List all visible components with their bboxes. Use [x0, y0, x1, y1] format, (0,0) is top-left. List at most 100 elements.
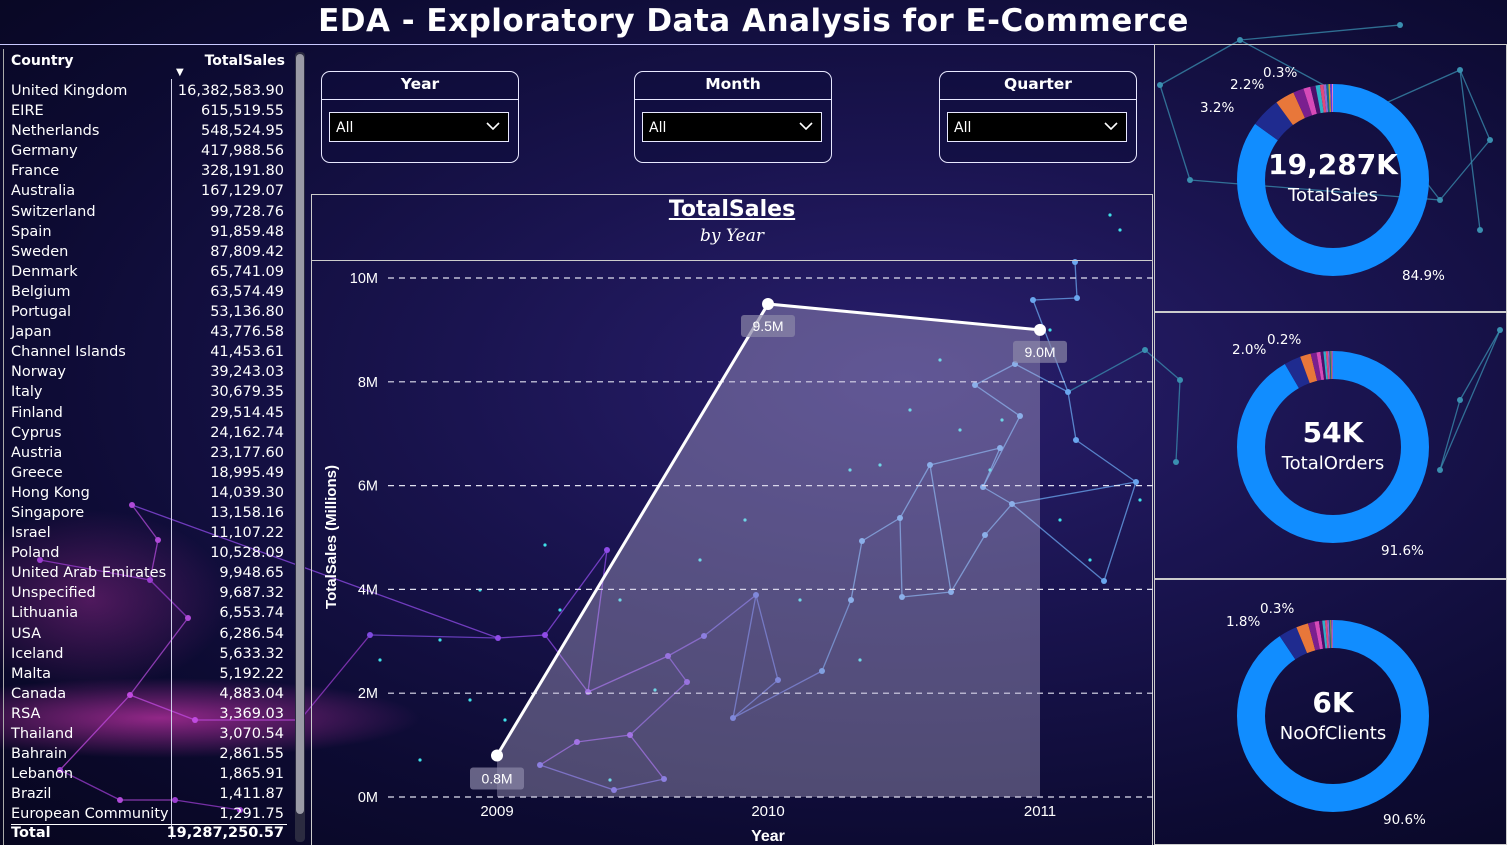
network-node	[1177, 377, 1183, 383]
sales-cell: 11,107.22	[210, 525, 284, 542]
table-row[interactable]: France 328,191.80	[11, 161, 287, 181]
table-row[interactable]: Italy 30,679.35	[11, 382, 287, 402]
table-row[interactable]: EIRE 615,519.55	[11, 101, 287, 121]
country-cell: Germany	[11, 143, 78, 160]
table-row[interactable]: Denmark 65,741.09	[11, 262, 287, 282]
table-scrollbar[interactable]	[295, 52, 305, 842]
noofclients-pct-1: 1.8%	[1226, 614, 1261, 630]
year-dropdown-value: All	[336, 120, 354, 136]
table-row[interactable]: European Community 1,291.75	[11, 804, 287, 824]
sales-cell: 63,574.49	[210, 283, 284, 300]
network-dot	[1108, 213, 1112, 217]
country-cell: Spain	[11, 223, 52, 240]
network-line	[539, 764, 615, 791]
slicer-month-label: Month	[635, 72, 831, 100]
table-row[interactable]: Hong Kong 14,039.30	[11, 483, 287, 503]
sales-cell: 13,158.16	[210, 504, 284, 521]
sales-cell: 9,948.65	[219, 565, 284, 582]
table-border	[3, 49, 4, 845]
network-dot	[1058, 518, 1062, 522]
month-dropdown[interactable]: All	[642, 112, 822, 142]
slicer-month: Month All	[634, 71, 832, 163]
network-line	[174, 799, 241, 811]
network-line	[1074, 261, 1078, 299]
network-node	[1497, 327, 1503, 333]
table-row[interactable]: Lebanon 1,865.91	[11, 764, 287, 784]
year-dropdown[interactable]: All	[329, 112, 509, 142]
network-line	[1175, 379, 1181, 463]
table-row[interactable]: Australia 167,129.07	[11, 181, 287, 201]
sales-cell: 43,776.58	[210, 324, 284, 341]
table-row[interactable]: Spain 91,859.48	[11, 222, 287, 242]
country-cell: Malta	[11, 665, 51, 682]
table-row[interactable]: Germany 417,988.56	[11, 141, 287, 161]
country-cell: Japan	[11, 324, 52, 341]
table-row[interactable]: Japan 43,776.58	[11, 322, 287, 342]
network-line	[149, 539, 159, 581]
totalsales-pct-1: 3.2%	[1200, 100, 1235, 116]
country-cell: Unspecified	[11, 585, 96, 602]
totalorders-main-pct: 91.6%	[1381, 543, 1424, 559]
network-node	[1437, 197, 1443, 203]
table-row[interactable]: Portugal 53,136.80	[11, 302, 287, 322]
sales-cell: 167,129.07	[200, 183, 284, 200]
col-header-country[interactable]: Country	[11, 53, 74, 69]
network-node	[127, 692, 133, 698]
network-line	[131, 504, 159, 541]
table-row[interactable]: Sweden 87,809.42	[11, 242, 287, 262]
network-line	[1103, 481, 1137, 582]
chevron-down-icon	[799, 122, 813, 130]
sales-cell: 2,861.55	[219, 746, 284, 763]
table-row[interactable]: Singapore 13,158.16	[11, 503, 287, 523]
totalorders-pct-2: 0.2%	[1267, 332, 1302, 348]
country-cell: EIRE	[11, 103, 44, 120]
quarter-dropdown[interactable]: All	[947, 112, 1127, 142]
table-row[interactable]: Norway 39,243.03	[11, 362, 287, 382]
country-cell: Portugal	[11, 304, 72, 321]
kpi-noofclients: 6K NoOfClients	[1238, 686, 1428, 744]
network-node	[1187, 177, 1193, 183]
sales-cell: 41,453.61	[210, 344, 284, 361]
table-row[interactable]: Switzerland 99,728.76	[11, 202, 287, 222]
network-node	[1142, 347, 1148, 353]
table-row[interactable]: Channel Islands 41,453.61	[11, 342, 287, 362]
sales-cell: 87,809.42	[210, 243, 284, 260]
table-row[interactable]: Finland 29,514.45	[11, 403, 287, 423]
table-row[interactable]: Lithuania 6,553.74	[11, 603, 287, 623]
country-cell: Australia	[11, 183, 76, 200]
country-cell: Canada	[11, 685, 67, 702]
table-row[interactable]: Greece 18,995.49	[11, 463, 287, 483]
network-node	[237, 807, 243, 813]
scrollbar-thumb[interactable]	[296, 54, 304, 814]
sales-cell: 99,728.76	[210, 203, 284, 220]
table-row[interactable]: Poland 10,528.09	[11, 543, 287, 563]
table-row[interactable]: Austria 23,177.60	[11, 443, 287, 463]
table-row[interactable]: Thailand 3,070.54	[11, 724, 287, 744]
table-row[interactable]: Canada 4,883.04	[11, 684, 287, 704]
table-row[interactable]: United Kingdom 16,382,583.90	[11, 81, 287, 101]
table-row[interactable]: Malta 5,192.22	[11, 664, 287, 684]
network-line	[1159, 84, 1191, 181]
sales-cell: 24,162.74	[210, 424, 284, 441]
network-node	[1457, 397, 1463, 403]
table-row[interactable]: Israel 11,107.22	[11, 523, 287, 543]
table-row[interactable]: Bahrain 2,861.55	[11, 744, 287, 764]
table-row[interactable]: Netherlands 548,524.95	[11, 121, 287, 141]
sales-cell: 417,988.56	[200, 143, 284, 160]
chart-subtitle: by Year	[700, 226, 764, 246]
country-cell: Austria	[11, 444, 63, 461]
network-line	[1067, 349, 1146, 393]
table-row[interactable]: Brazil 1,411.87	[11, 784, 287, 804]
sort-descending-icon[interactable]: ▼	[176, 67, 184, 78]
kpi-noofclients-value: 6K	[1312, 686, 1354, 719]
sales-cell: 4,883.04	[219, 685, 284, 702]
table-row[interactable]: RSA 3,369.03	[11, 704, 287, 724]
table-row[interactable]: Cyprus 24,162.74	[11, 423, 287, 443]
table-row[interactable]: Unspecified 9,687.32	[11, 583, 287, 603]
col-header-totalsales[interactable]: TotalSales	[204, 53, 285, 69]
country-cell: Cyprus	[11, 424, 62, 441]
table-row[interactable]: Belgium 63,574.49	[11, 282, 287, 302]
table-row[interactable]: USA 6,286.54	[11, 624, 287, 644]
table-row[interactable]: United Arab Emirates 9,948.65	[11, 563, 287, 583]
table-row[interactable]: Iceland 5,633.32	[11, 644, 287, 664]
